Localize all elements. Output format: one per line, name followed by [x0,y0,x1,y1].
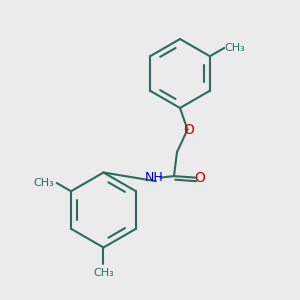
Text: NH: NH [145,171,164,184]
Text: O: O [194,172,205,185]
Text: O: O [184,123,194,136]
Text: CH₃: CH₃ [224,43,245,53]
Text: CH₃: CH₃ [93,268,114,278]
Text: CH₃: CH₃ [33,178,54,188]
